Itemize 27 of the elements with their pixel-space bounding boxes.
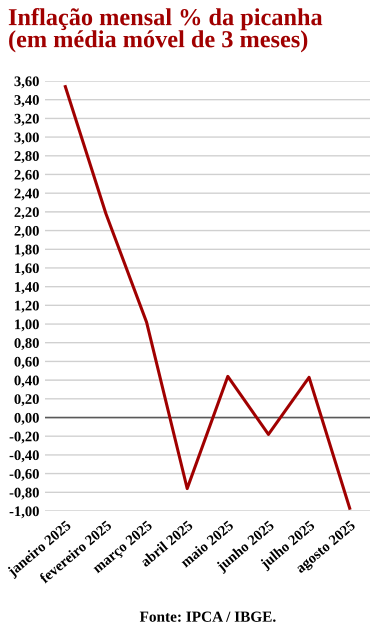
y-tick-label: -1,00 — [10, 506, 39, 518]
y-tick-label: 0,20 — [14, 394, 39, 406]
y-tick-label: 2,60 — [14, 170, 39, 182]
y-tick-label: 2,00 — [14, 226, 39, 238]
line-series — [64, 85, 352, 510]
y-tick-label: 0,80 — [14, 338, 39, 350]
y-tick-label: -0,20 — [10, 432, 39, 444]
y-tick-label: -0,80 — [10, 488, 39, 500]
chart-title: Inflação mensal % da picanha (em média móvel de 3 meses) — [8, 8, 322, 52]
y-tick-label: 0,60 — [14, 356, 39, 369]
y-tick-label: -0,60 — [10, 468, 39, 481]
y-tick-label: 1,00 — [15, 319, 39, 332]
y-tick-label: 3,20 — [14, 114, 39, 126]
y-tick-label: 0,00 — [14, 412, 39, 425]
y-tick-label: 1,80 — [15, 244, 39, 257]
y-tick-label: 2,80 — [14, 151, 39, 164]
y-tick-label: 0,40 — [14, 375, 39, 388]
y-tick-label: 1,60 — [15, 263, 39, 276]
y-tick-label: -0,40 — [10, 450, 39, 462]
y-tick-label: 2,20 — [14, 207, 39, 220]
y-tick-label: 3,60 — [14, 76, 39, 88]
y-tick-label: 2,40 — [14, 188, 39, 200]
y-tick-label: 3,00 — [14, 132, 39, 144]
y-tick-label: 3,40 — [14, 95, 39, 108]
y-tick-label: 1,40 — [15, 282, 39, 294]
y-tick-label: 1,20 — [15, 300, 39, 313]
source-note: Fonte: IPCA / IBGE. — [140, 612, 276, 622]
